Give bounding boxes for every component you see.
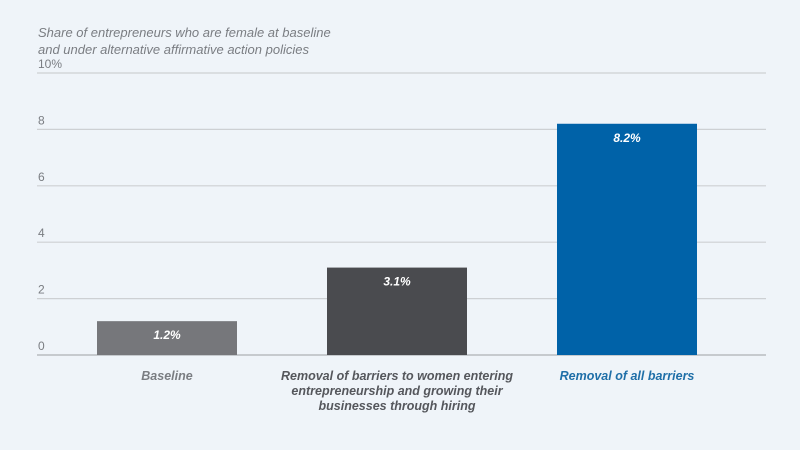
bar [97,321,237,355]
bar [327,267,467,355]
x-category-label-line: Baseline [141,369,193,383]
x-category-label: Baseline [37,369,297,384]
x-category-label: Removal of barriers to women entering ent… [267,369,527,414]
x-category-label-line: Removal of all barriers [559,369,695,383]
footnote-cutoff [60,444,760,450]
bar-data-label: 1.2% [153,328,181,342]
chart-title: Share of entrepreneurs who are female at… [38,24,331,58]
y-tick-label: 10% [38,57,62,71]
chart-title-line-1: Share of entrepreneurs who are female at… [38,25,331,40]
y-tick-label: 4 [38,226,45,240]
x-category-label-line: entrepreneurship and growing their [291,384,503,398]
x-category-label-line: Removal of barriers to women entering [281,369,513,383]
bar-data-label: 8.2% [613,131,641,145]
y-tick-label: 8 [38,113,45,127]
bar-data-label: 3.1% [383,275,411,289]
x-category-label-line: businesses through hiring [318,399,476,413]
bar [557,123,697,355]
y-tick-label: 0 [38,339,45,353]
y-tick-label: 2 [38,283,45,297]
x-category-label: Removal of all barriers [497,369,757,384]
y-tick-label: 6 [38,170,45,184]
chart-title-line-2: and under alternative affirmative action… [38,42,309,57]
